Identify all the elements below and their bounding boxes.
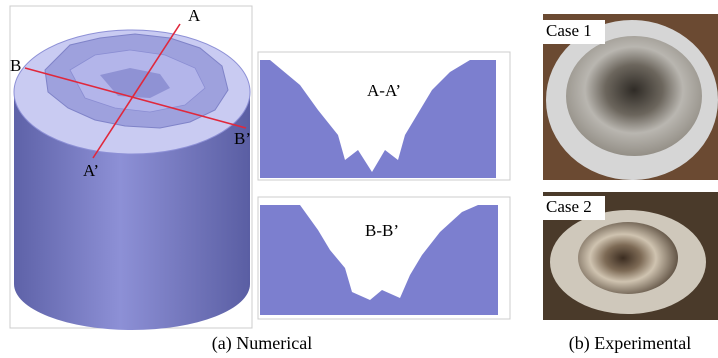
cross-section: B-B’ <box>258 197 510 319</box>
figure: A A’ B B’ A-A’ B-B’ Case 1 Case 2 (a) Nu… <box>0 0 718 358</box>
section-title: A-A’ <box>367 81 401 100</box>
photo-case-2: Case 2 <box>543 192 718 320</box>
section-label: A <box>188 6 201 25</box>
case-label: Case 1 <box>546 21 592 40</box>
section-title: B-B’ <box>365 221 399 240</box>
caption: (b) Experimental <box>569 333 691 354</box>
section-label: B <box>10 56 21 75</box>
section-label: B’ <box>234 129 251 148</box>
cross-section: A-A’ <box>258 52 510 180</box>
cylinder-model: A A’ B B’ <box>10 6 252 330</box>
photo-case-1: Case 1 <box>543 14 718 180</box>
case-label: Case 2 <box>546 197 592 216</box>
section-label: A’ <box>83 161 99 180</box>
caption: (a) Numerical <box>212 333 312 354</box>
